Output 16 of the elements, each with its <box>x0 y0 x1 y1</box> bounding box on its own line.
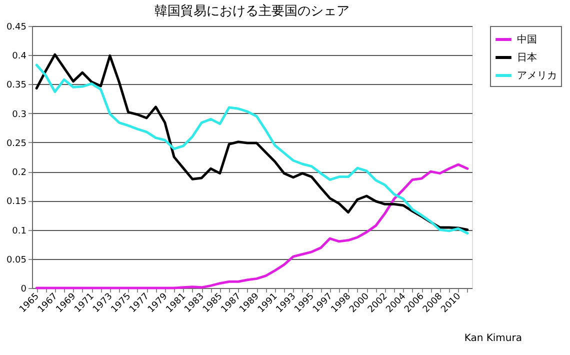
text: Kan Kimura <box>464 333 522 344</box>
legend-label: 日本 <box>517 52 537 64</box>
y-tick-label: 0.4 <box>12 52 27 62</box>
y-tick-label: 0.35 <box>6 80 26 91</box>
legend-label: アメリカ <box>517 70 557 82</box>
y-tick-label: 0.25 <box>6 138 26 149</box>
chart-title: 韓国貿易における主要国のシェア <box>154 3 350 19</box>
y-tick-label: 0.2 <box>12 168 26 178</box>
y-tick-label: 0 <box>20 284 27 294</box>
y-tick-label: 0.15 <box>6 197 26 208</box>
y-tick-label: 0.45 <box>6 22 26 32</box>
y-tick-label: 0.3 <box>12 110 26 120</box>
line-series <box>35 163 469 290</box>
legend-label: 中国 <box>517 34 537 46</box>
y-tick-label: 0.05 <box>6 255 26 266</box>
y-tick-label: 0.1 <box>12 226 26 236</box>
